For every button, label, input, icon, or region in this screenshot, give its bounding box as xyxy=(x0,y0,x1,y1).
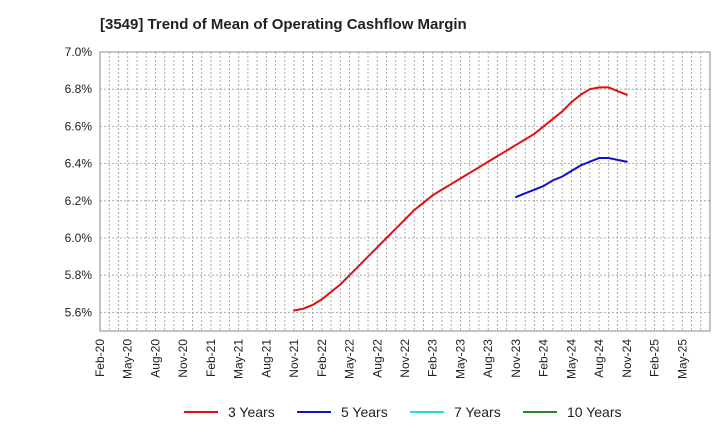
x-tick-label: Feb-21 xyxy=(204,339,218,377)
chart-title: [3549] Trend of Mean of Operating Cashfl… xyxy=(100,16,467,33)
x-tick-label: Nov-22 xyxy=(398,339,412,378)
y-tick-label: 7.0% xyxy=(65,45,93,59)
legend-swatch xyxy=(297,411,331,413)
y-tick-label: 6.0% xyxy=(65,231,93,245)
x-tick-label: Feb-24 xyxy=(537,339,551,377)
y-tick-label: 6.4% xyxy=(65,157,93,171)
x-tick-label: Nov-20 xyxy=(176,339,190,378)
x-tick-label: May-21 xyxy=(232,339,246,379)
y-tick-label: 6.6% xyxy=(65,119,93,133)
legend-label: 5 Years xyxy=(341,404,388,420)
legend-label: 3 Years xyxy=(228,404,275,420)
y-tick-label: 5.6% xyxy=(65,305,93,319)
x-tick-label: Aug-22 xyxy=(370,339,384,378)
x-tick-label: Feb-20 xyxy=(93,339,107,377)
x-tick-label: Aug-21 xyxy=(259,339,273,378)
y-tick-label: 6.2% xyxy=(65,194,93,208)
legend-swatch xyxy=(523,411,557,413)
legend-item: 5 Years xyxy=(297,404,388,420)
x-tick-label: Feb-22 xyxy=(315,339,329,377)
y-tick-label: 6.8% xyxy=(65,82,93,96)
x-tick-label: May-24 xyxy=(564,339,578,379)
legend: 3 Years 5 Years 7 Years 10 Years xyxy=(0,404,720,424)
x-tick-label: Aug-24 xyxy=(592,339,606,378)
x-tick-label: Aug-23 xyxy=(481,339,495,378)
x-tick-label: May-20 xyxy=(121,339,135,379)
x-tick-label: Feb-25 xyxy=(648,339,662,377)
legend-label: 7 Years xyxy=(454,404,501,420)
x-tick-label: Nov-24 xyxy=(620,339,634,378)
x-tick-label: Feb-23 xyxy=(426,339,440,377)
y-axis: 5.6% 5.8% 6.0% 6.2% 6.4% 6.6% 6.8% 7.0% xyxy=(65,45,93,319)
x-tick-label: Nov-21 xyxy=(287,339,301,378)
legend-item: 7 Years xyxy=(410,404,501,420)
line-chart: 5.6% 5.8% 6.0% 6.2% 6.4% 6.6% 6.8% 7.0% Feb-20 M… xyxy=(65,45,711,379)
x-axis: Feb-20 May-20 Aug-20 Nov-20 Feb-21 May-21 Aug-… xyxy=(93,339,689,379)
legend-item: 10 Years xyxy=(523,404,622,420)
x-tick-label: May-25 xyxy=(675,339,689,379)
x-tick-label: May-22 xyxy=(343,339,357,379)
legend-item: 3 Years xyxy=(184,404,275,420)
series-line-3-years xyxy=(293,86,628,312)
x-tick-label: May-23 xyxy=(453,339,467,379)
series-layer xyxy=(293,86,628,312)
legend-swatch xyxy=(410,411,444,413)
y-tick-label: 5.8% xyxy=(65,268,93,282)
legend-label: 10 Years xyxy=(567,404,622,420)
x-tick-label: Nov-23 xyxy=(509,339,523,378)
legend-swatch xyxy=(184,411,218,413)
x-tick-label: Aug-20 xyxy=(148,339,162,378)
grid xyxy=(100,51,710,331)
series-line-5-years xyxy=(514,157,628,199)
